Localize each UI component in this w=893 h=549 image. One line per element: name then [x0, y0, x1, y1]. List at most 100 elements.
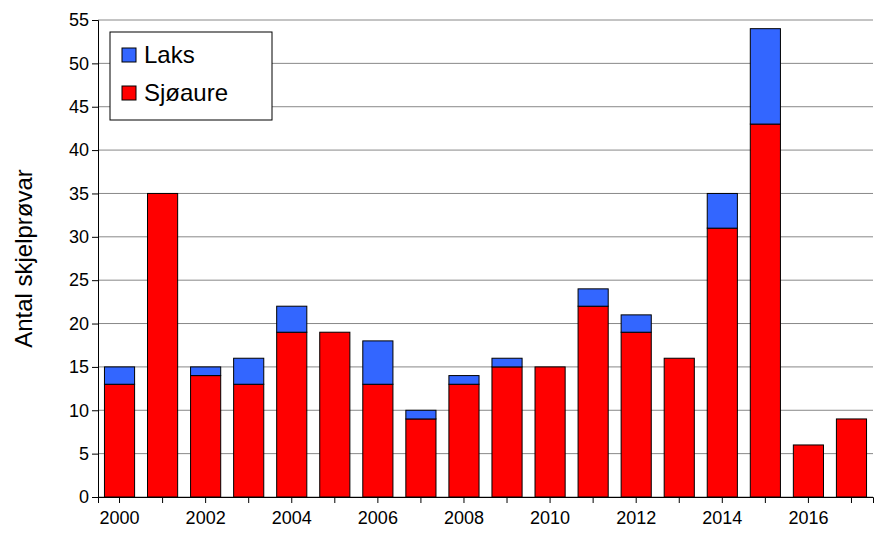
bar: [578, 306, 608, 497]
bar: [793, 445, 823, 497]
tick-mark: [92, 20, 98, 21]
bar: [363, 384, 393, 497]
x-tick: 2010: [530, 497, 570, 528]
tick-label: 25: [69, 270, 89, 290]
tick-mark: [92, 107, 98, 108]
bar: [492, 358, 522, 367]
y-tick: 15: [69, 357, 98, 377]
y-tick: 0: [79, 487, 98, 507]
tick-label: 10: [69, 401, 89, 421]
tick-mark: [765, 497, 766, 503]
x-tick: 2000: [100, 497, 140, 528]
plot: 0510152025303540455055200020022004200620…: [69, 10, 874, 528]
x-tick: 2004: [272, 497, 312, 528]
bar: [191, 367, 221, 376]
bar: [234, 358, 264, 384]
tick-mark: [334, 497, 335, 503]
legend-swatch: [122, 86, 136, 100]
y-tick: 30: [69, 227, 98, 247]
axis-line: [92, 21, 99, 498]
tick-label: 55: [69, 10, 89, 30]
bar: [104, 384, 134, 497]
x-tick: 2008: [444, 497, 484, 528]
tick-mark: [92, 497, 98, 498]
tick-mark: [420, 497, 421, 503]
tick-label: 2014: [702, 508, 742, 528]
y-tick: 40: [69, 140, 98, 160]
tick-label: 35: [69, 184, 89, 204]
tick-label: 5: [79, 444, 89, 464]
bar: [578, 289, 608, 306]
tick-mark: [92, 63, 98, 64]
x-tick: [593, 497, 594, 503]
tick-mark: [92, 280, 98, 281]
bar: [621, 332, 651, 497]
bars: [104, 29, 866, 497]
bar: [750, 124, 780, 497]
legend: Laks Sjøaure: [110, 32, 272, 120]
axis-line: [99, 498, 874, 504]
bar: [707, 228, 737, 497]
tick-label: 15: [69, 357, 89, 377]
tick-label: 2000: [100, 508, 140, 528]
tick-mark: [248, 497, 249, 503]
bar: [406, 419, 436, 497]
tick-mark: [636, 497, 637, 503]
tick-label: 0: [79, 487, 89, 507]
tick-mark: [593, 497, 594, 503]
tick-mark: [92, 150, 98, 151]
tick-mark: [92, 410, 98, 411]
y-tick: 55: [69, 10, 98, 30]
x-tick: [851, 497, 852, 503]
tick-mark: [463, 497, 464, 503]
x-tick: [765, 497, 766, 503]
x-tick: 2002: [186, 497, 226, 528]
x-tick: [248, 497, 249, 503]
legend-item: Laks: [122, 41, 195, 68]
tick-mark: [92, 367, 98, 368]
tick-label: 2016: [788, 508, 828, 528]
tick-label: 20: [69, 314, 89, 334]
chart: 0510152025303540455055200020022004200620…: [0, 0, 893, 549]
grid: [98, 20, 873, 497]
x-tick: [334, 497, 335, 503]
bar: [836, 419, 866, 497]
tick-label: 2012: [616, 508, 656, 528]
y-tick: 35: [69, 184, 98, 204]
bar: [535, 366, 565, 367]
bar: [707, 193, 737, 228]
tick-label: 30: [69, 227, 89, 247]
bar: [836, 418, 866, 419]
bar: [492, 367, 522, 497]
tick-label: 2004: [272, 508, 312, 528]
tick-label: 45: [69, 97, 89, 117]
bar: [320, 332, 350, 497]
x-tick: [162, 497, 163, 503]
y-tick: 50: [69, 54, 98, 74]
tick-label: 50: [69, 54, 89, 74]
y-tick: 20: [69, 314, 98, 334]
y-tick: 5: [79, 444, 98, 464]
x-tick: 2014: [702, 497, 742, 528]
tick-mark: [679, 497, 680, 503]
y-tick: 45: [69, 97, 98, 117]
bar: [277, 306, 307, 332]
tick-label: 40: [69, 140, 89, 160]
bar: [148, 193, 178, 497]
bar: [449, 376, 479, 385]
tick-mark: [92, 454, 98, 455]
bar: [793, 444, 823, 445]
tick-label: 2010: [530, 508, 570, 528]
tick-mark: [92, 193, 98, 194]
legend-swatch: [122, 48, 136, 62]
legend-label: Sjøaure: [144, 79, 228, 106]
x-tick: 2016: [788, 497, 828, 528]
y-axis-title: Antal skjelprøvar: [10, 169, 37, 348]
y-tick: 10: [69, 401, 98, 421]
legend-item: Sjøaure: [122, 79, 228, 106]
legend-label: Laks: [144, 41, 195, 68]
y-axis: 0 5 10 15 20 25 30 35 40 45 50 55: [69, 10, 99, 507]
bar: [320, 332, 350, 333]
tick-mark: [550, 497, 551, 503]
bar: [535, 367, 565, 497]
